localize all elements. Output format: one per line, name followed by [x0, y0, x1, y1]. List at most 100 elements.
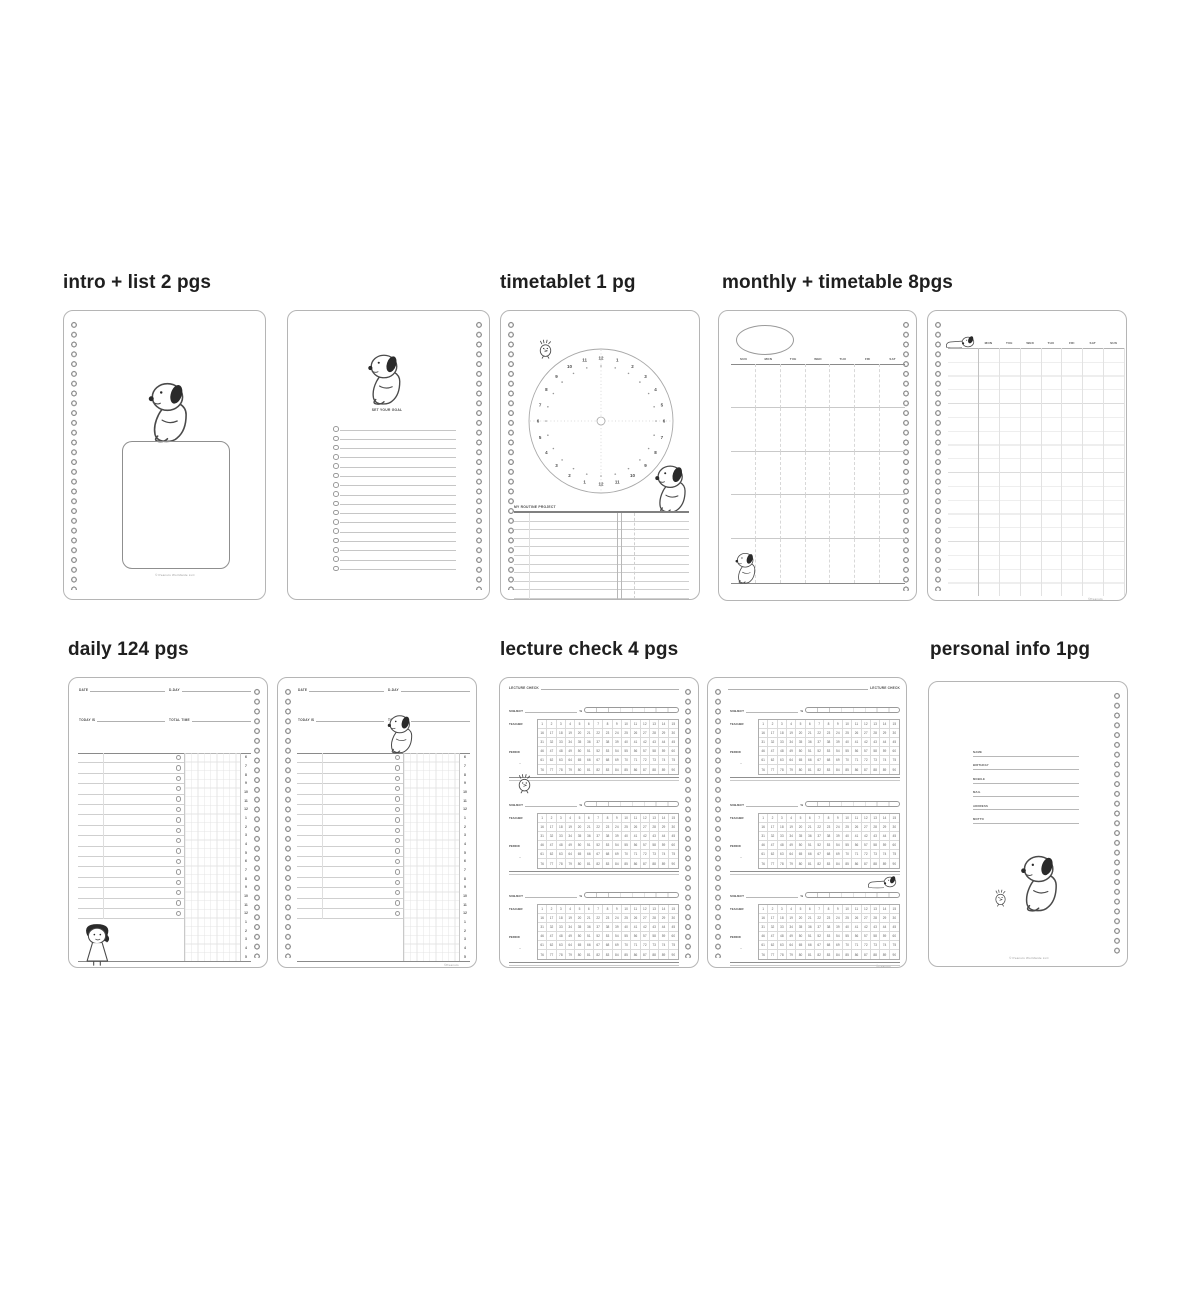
personal-field-label: NAME — [973, 750, 983, 754]
lecture-cell: 89 — [659, 765, 669, 774]
lecture-cell: 50 — [575, 841, 585, 850]
lecture-cell: 4 — [786, 814, 797, 823]
clock-number: 6 — [663, 419, 666, 424]
lecture-cell: 66 — [584, 756, 594, 765]
lecture-cell: 36 — [805, 832, 815, 841]
day-header: THU — [1047, 341, 1055, 345]
lecture-cell: 18 — [777, 823, 787, 832]
block-bottom-rule2 — [509, 779, 679, 781]
day-header: FRI — [1069, 341, 1075, 345]
todo-col-divider — [322, 753, 323, 920]
personal-field-label: MOBILE — [973, 776, 986, 781]
subject-row: SUBJECT% — [730, 891, 900, 898]
list-line — [340, 448, 456, 450]
lecture-cell: 48 — [556, 932, 566, 941]
lecture-cell: 83 — [824, 859, 834, 868]
todo-row — [78, 774, 184, 785]
timetable-column-line — [1040, 348, 1042, 596]
lecture-cell: 80 — [796, 859, 806, 868]
subject-row: SUBJECT% — [730, 706, 900, 713]
goal-list-row — [333, 489, 456, 498]
lecture-cell: 75 — [668, 850, 678, 859]
lecture-cell: 86 — [852, 950, 862, 959]
lecture-cell: 81 — [806, 765, 815, 774]
lecture-cell: 66 — [805, 756, 815, 765]
lecture-cell: 24 — [612, 729, 622, 738]
lecture-cell: 39 — [612, 832, 622, 841]
routine-row — [514, 582, 689, 591]
block-bottom-rule2 — [730, 964, 900, 966]
lecture-cell: 88 — [650, 765, 660, 774]
clock-number: 7 — [661, 435, 664, 440]
period-range-mark: ~ — [740, 947, 743, 951]
lecture-cell: 33 — [777, 832, 787, 841]
lecture-cell: 57 — [861, 841, 871, 850]
lecture-cell: 69 — [612, 756, 622, 765]
list-bullet-circle — [333, 472, 339, 479]
lecture-cell: 34 — [786, 923, 797, 932]
list-bullet-circle — [333, 537, 339, 544]
day-header: MON — [764, 357, 773, 361]
lecture-cell: 63 — [777, 941, 787, 950]
teacher-label: TEACHER — [509, 907, 523, 911]
hour-label: 2 — [464, 928, 466, 933]
lecture-cell: 58 — [870, 841, 881, 850]
lecture-cell: 33 — [777, 923, 787, 932]
lecture-cell: 84 — [834, 859, 843, 868]
lecture-cell: 38 — [824, 738, 834, 747]
block-bottom-rule2 — [509, 964, 679, 966]
lecture-cell: 36 — [584, 923, 594, 932]
lecture-cell: 20 — [796, 914, 806, 923]
list-line — [340, 531, 456, 533]
lecture-cell: 34 — [786, 832, 797, 841]
goal-list-row — [333, 563, 456, 572]
lecture-cell: 87 — [641, 950, 650, 959]
lecture-cell: 80 — [575, 765, 585, 774]
lecture-cell: 35 — [575, 832, 585, 841]
lecture-cell: 63 — [777, 850, 787, 859]
lecture-cell: 31 — [759, 738, 769, 747]
lecture-cell: 11 — [852, 905, 862, 914]
lecture-cell: 64 — [786, 756, 797, 765]
month-cell — [731, 451, 756, 496]
lecture-cell: 70 — [842, 850, 853, 859]
lecture-cell: 23 — [824, 823, 834, 832]
lecture-cell: 52 — [814, 841, 825, 850]
lecture-cell: 89 — [880, 765, 890, 774]
month-cell — [780, 364, 806, 408]
lecture-cell: 78 — [557, 765, 566, 774]
period-label: PERIOD — [509, 750, 520, 754]
todo-check-circle — [394, 827, 400, 833]
percent-label: % — [579, 894, 582, 898]
lecture-cell: 50 — [796, 747, 806, 756]
lecture-cell: 19 — [786, 823, 797, 832]
lecture-cell: 5 — [575, 814, 585, 823]
lecture-cell: 20 — [796, 729, 806, 738]
lecture-cell: 69 — [833, 756, 843, 765]
list-line — [340, 568, 456, 570]
binding-holes — [900, 320, 912, 591]
lecture-cell: 30 — [668, 823, 678, 832]
lecture-cell: 18 — [777, 914, 787, 923]
list-line — [340, 485, 456, 487]
goal-list-row — [333, 554, 456, 563]
hour-label: 8 — [245, 772, 247, 777]
lecture-cell: 54 — [833, 841, 843, 850]
routine-row — [514, 513, 689, 522]
lecture-cell: 83 — [603, 765, 613, 774]
lecture-cell: 56 — [852, 747, 862, 756]
date-label: DATE — [79, 688, 89, 692]
list-line — [340, 503, 456, 505]
lecture-cell: 75 — [668, 941, 678, 950]
lecture-cell: 26 — [852, 729, 862, 738]
clock-number: 5 — [661, 402, 664, 407]
lecture-cell: 35 — [796, 738, 806, 747]
lecture-cell: 84 — [613, 950, 622, 959]
todo-check-circle — [175, 858, 181, 865]
period-label: PERIOD — [730, 750, 741, 754]
month-cell — [731, 407, 756, 452]
month-cell — [855, 407, 881, 452]
routine-row — [514, 547, 689, 556]
subject-line — [746, 709, 799, 713]
lecture-cell: 7 — [814, 720, 825, 729]
